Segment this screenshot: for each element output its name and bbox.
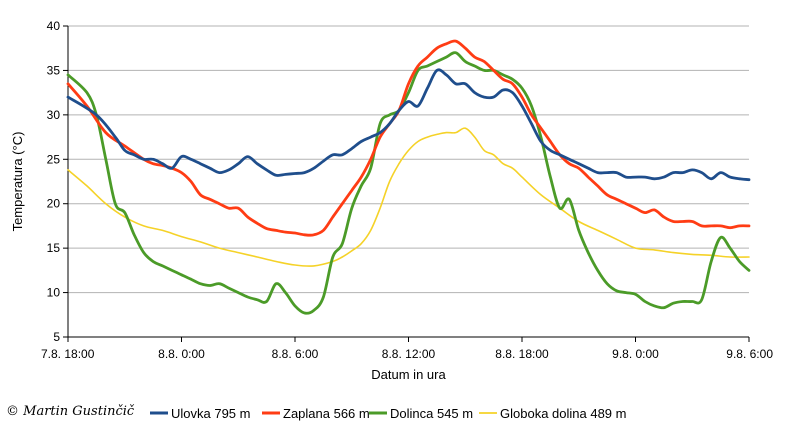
x-tick-label: 8.8. 6:00 (272, 347, 319, 361)
x-axis-tick-labels: 7.8. 18:00 8.8. 0:00 8.8. 6:00 8.8. 12:00 8.… (41, 337, 773, 361)
series-line-2 (66, 39, 751, 237)
y-tick-label: 30 (47, 108, 61, 122)
y-tick-label: 40 (47, 19, 61, 33)
legend: Ulovka 795 m Zaplana 566 m Dolinca 545 m Gl… (150, 406, 626, 421)
x-tick-label: 9.8. 0:00 (612, 347, 659, 361)
series-line-4 (67, 127, 750, 267)
x-tick-label: 9.8. 6:00 (726, 347, 773, 361)
legend-label: Globoka dolina 489 m (500, 406, 626, 421)
series-line-1 (66, 68, 751, 182)
x-tick-label: 7.8. 18:00 (41, 347, 95, 361)
legend-label: Ulovka 795 m (171, 406, 250, 421)
y-tick-label: 10 (47, 286, 61, 300)
series-lines (66, 39, 751, 315)
y-tick-label: 35 (47, 63, 61, 77)
x-tick-label: 8.8. 18:00 (495, 347, 549, 361)
legend-label: Dolinca 545 m (390, 406, 473, 421)
y-axis-title: Temperatura (°C) (10, 132, 25, 232)
y-axis-tick-labels: 5 10 15 20 25 30 35 40 (47, 19, 61, 344)
y-tick-label: 20 (47, 197, 61, 211)
y-tick-label: 15 (47, 241, 61, 255)
grid-lines (63, 25, 749, 338)
x-tick-label: 8.8. 0:00 (158, 347, 205, 361)
y-tick-label: 5 (53, 330, 60, 344)
x-axis-title: Datum in ura (371, 367, 446, 382)
x-tick-label: 8.8. 12:00 (382, 347, 436, 361)
legend-label: Zaplana 566 m (283, 406, 370, 421)
y-tick-label: 25 (47, 152, 61, 166)
series-line-3 (66, 51, 751, 315)
copyright-notice: © Martin Gustinčič (6, 404, 135, 419)
